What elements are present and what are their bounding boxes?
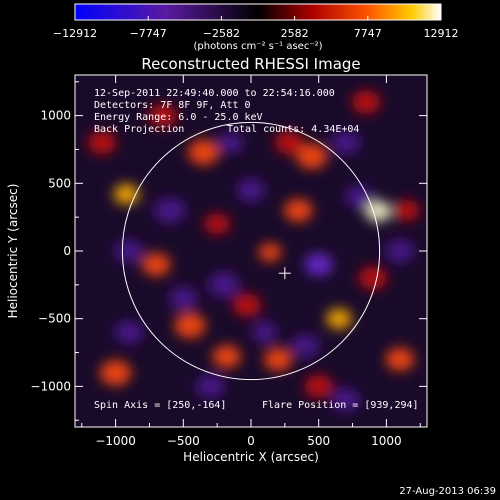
time-range-annotation: 12-Sep-2011 22:49:40.000 to 22:54:16.000 xyxy=(94,88,335,99)
spin-axis-marker xyxy=(278,267,291,280)
heatmap-blob xyxy=(393,200,420,221)
heatmap-blob xyxy=(331,131,360,155)
y-tick-label: −1000 xyxy=(30,379,71,393)
heatmap-blob xyxy=(385,239,415,263)
colorbar-tick-label: −12912 xyxy=(53,27,97,40)
detectors-annotation: Detectors: 7F 8F 9F, Att 0 xyxy=(94,100,251,111)
timestamp: 27-Aug-2013 06:39 xyxy=(399,486,496,497)
colorbar-tick-label: 12912 xyxy=(424,27,459,40)
heatmap-blob xyxy=(148,104,178,128)
heatmap-blob xyxy=(187,139,220,165)
heatmap-blob xyxy=(174,312,206,339)
heatmap-blob xyxy=(251,321,278,343)
heatmap-blob xyxy=(114,239,144,263)
colorbar-ticks: −12912 −7747 −2582 2582 7747 12912 xyxy=(53,16,459,40)
heatmap-blob xyxy=(99,360,132,386)
heatmap-blob xyxy=(284,198,313,222)
y-axis-label: Heliocentric Y (arcsec) xyxy=(6,184,20,319)
heatmap-blob xyxy=(331,388,360,412)
colorbar-unit-label: (photons cm⁻² s⁻¹ asec⁻²) xyxy=(193,41,322,52)
heatmap-blob xyxy=(326,308,352,330)
heatmap-blob xyxy=(169,286,198,310)
colorbar xyxy=(74,3,442,21)
heatmap-blob xyxy=(351,90,381,114)
heatmap-blob xyxy=(236,178,266,202)
heatmap-blob xyxy=(232,293,262,317)
method-annotation: Back Projection xyxy=(94,124,184,135)
heatmap-blob xyxy=(304,374,333,398)
x-tick-label: 500 xyxy=(307,434,330,448)
y-tick-label: 0 xyxy=(63,244,71,258)
energy-range-annotation: Energy Range: 6.0 - 25.0 keV xyxy=(94,112,263,123)
spin-axis-annotation: Spin Axis = [250,-164] xyxy=(94,400,226,411)
axis-ticks: −1000 −500 0 500 1000 −1000 −500 0 500 1000 xyxy=(30,75,427,448)
y-tick-label: 500 xyxy=(48,176,71,190)
heatmap-blob xyxy=(217,132,244,154)
colorbar-tick-label: −7747 xyxy=(130,27,167,40)
heatmap-blob xyxy=(142,253,171,277)
flare-position-annotation: Flare Position = [939,294] xyxy=(262,400,419,411)
colorbar-tick-label: −2582 xyxy=(203,27,240,40)
heatmap-blob xyxy=(345,185,374,209)
heatmap-blob xyxy=(154,197,186,224)
heatmap-blob xyxy=(204,213,230,235)
colorbar-tick-label: 7747 xyxy=(354,27,382,40)
x-axis-label: Heliocentric X (arcsec) xyxy=(183,450,319,464)
colorbar-tick-label: 2582 xyxy=(281,27,309,40)
heatmap-blob xyxy=(208,272,240,298)
y-tick-label: −500 xyxy=(38,312,71,326)
heatmap-blob xyxy=(87,131,117,155)
y-tick-label: 1000 xyxy=(40,109,71,123)
x-tick-label: 1000 xyxy=(371,434,402,448)
solar-limb-circle xyxy=(121,121,381,381)
x-tick-label: −500 xyxy=(167,434,200,448)
heatmap-blob xyxy=(212,345,241,369)
heatmap-blob xyxy=(263,347,293,371)
heatmap-blob xyxy=(358,266,388,290)
heatmap-blob xyxy=(296,143,328,169)
heatmap-blob xyxy=(274,131,304,155)
x-tick-label: 0 xyxy=(247,434,255,448)
heatmap-blob xyxy=(196,374,225,398)
total-counts-annotation: Total counts: 4.34E+04 xyxy=(227,124,359,135)
heatmap-blob xyxy=(385,347,415,371)
heatmap-blob xyxy=(114,320,144,344)
heatmap-blob xyxy=(258,243,282,262)
chart-title: Reconstructed RHESSI Image xyxy=(141,55,360,73)
heatmap-blob xyxy=(290,334,320,358)
x-tick-label: −1000 xyxy=(95,434,136,448)
heatmap-image xyxy=(87,90,420,412)
heatmap-blob xyxy=(304,253,333,277)
